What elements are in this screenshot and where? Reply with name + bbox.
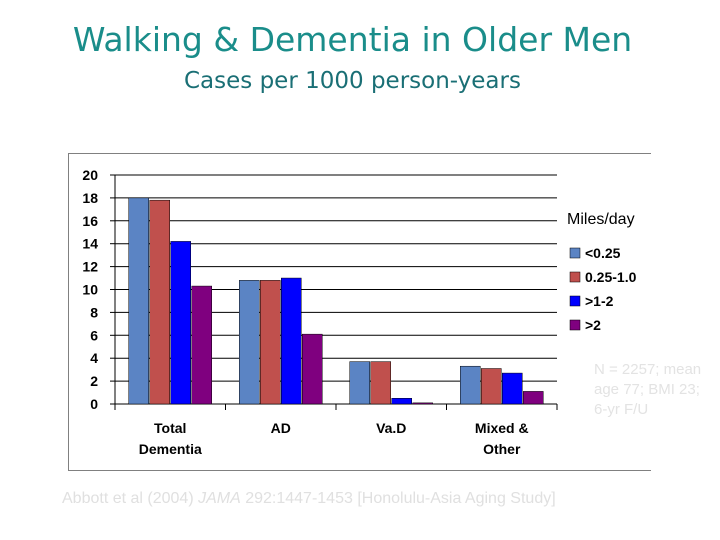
y-tick-label: 12 bbox=[82, 259, 98, 275]
bar bbox=[239, 280, 260, 405]
legend-swatch bbox=[569, 271, 581, 283]
x-category-label: Mixed & bbox=[475, 420, 529, 436]
bar bbox=[128, 197, 149, 405]
y-tick-label: 4 bbox=[90, 350, 98, 366]
legend-swatch bbox=[569, 319, 581, 331]
y-tick-label: 8 bbox=[90, 304, 98, 320]
bar bbox=[370, 361, 391, 405]
bar bbox=[170, 241, 191, 405]
y-tick-label: 10 bbox=[82, 282, 98, 298]
bar bbox=[412, 402, 433, 405]
citation-authors: Abbott et al (2004) bbox=[62, 490, 199, 507]
legend-label: >1-2 bbox=[585, 293, 614, 309]
bar bbox=[502, 372, 523, 405]
chart-frame: 0 2 4 6 8 10 12 14 16 18 20 Total Dementia AD Va.D Mixe… bbox=[68, 153, 651, 471]
x-category-label: Other bbox=[483, 441, 521, 457]
bar bbox=[281, 277, 302, 405]
bar bbox=[149, 199, 170, 405]
bar bbox=[349, 361, 370, 405]
legend-swatch bbox=[569, 247, 581, 259]
citation: Abbott et al (2004) JAMA 292:1447-1453 [… bbox=[62, 490, 556, 508]
bar-chart: 0 2 4 6 8 10 12 14 16 18 20 Total Dementia AD Va.D Mixe… bbox=[82, 167, 651, 457]
citation-details: 292:1447-1453 [Honolulu-Asia Aging Study… bbox=[240, 490, 556, 507]
legend-label: 0.25-1.0 bbox=[585, 269, 637, 285]
y-tick-label: 16 bbox=[82, 213, 98, 229]
bar bbox=[260, 280, 281, 405]
legend-title: Miles/day bbox=[567, 211, 635, 228]
x-category-label: AD bbox=[271, 420, 291, 436]
y-tick-label: 20 bbox=[82, 167, 98, 183]
slide-subtitle: Cases per 1000 person-years bbox=[184, 68, 521, 94]
y-tick-label: 18 bbox=[82, 190, 98, 206]
slide-title: Walking & Dementia in Older Men bbox=[72, 20, 633, 59]
bar bbox=[302, 333, 323, 405]
x-category-label: Dementia bbox=[139, 441, 202, 457]
bar bbox=[481, 368, 502, 405]
bar bbox=[191, 285, 212, 405]
x-category-label: Va.D bbox=[376, 420, 406, 436]
y-tick-label: 2 bbox=[90, 373, 98, 389]
citation-journal: JAMA bbox=[198, 490, 241, 507]
legend-label: <0.25 bbox=[585, 245, 621, 261]
y-tick-label: 14 bbox=[82, 236, 98, 252]
bar bbox=[460, 365, 481, 405]
study-note: N = 2257; mean age 77; BMI 23; 6-yr F/U bbox=[594, 361, 702, 418]
bar bbox=[523, 391, 544, 405]
y-tick-label: 6 bbox=[90, 327, 98, 343]
legend-label: >2 bbox=[585, 317, 601, 333]
x-category-label: Total bbox=[154, 420, 186, 436]
bar bbox=[391, 398, 412, 405]
y-tick-label: 0 bbox=[90, 396, 98, 412]
legend-swatch bbox=[569, 295, 581, 307]
